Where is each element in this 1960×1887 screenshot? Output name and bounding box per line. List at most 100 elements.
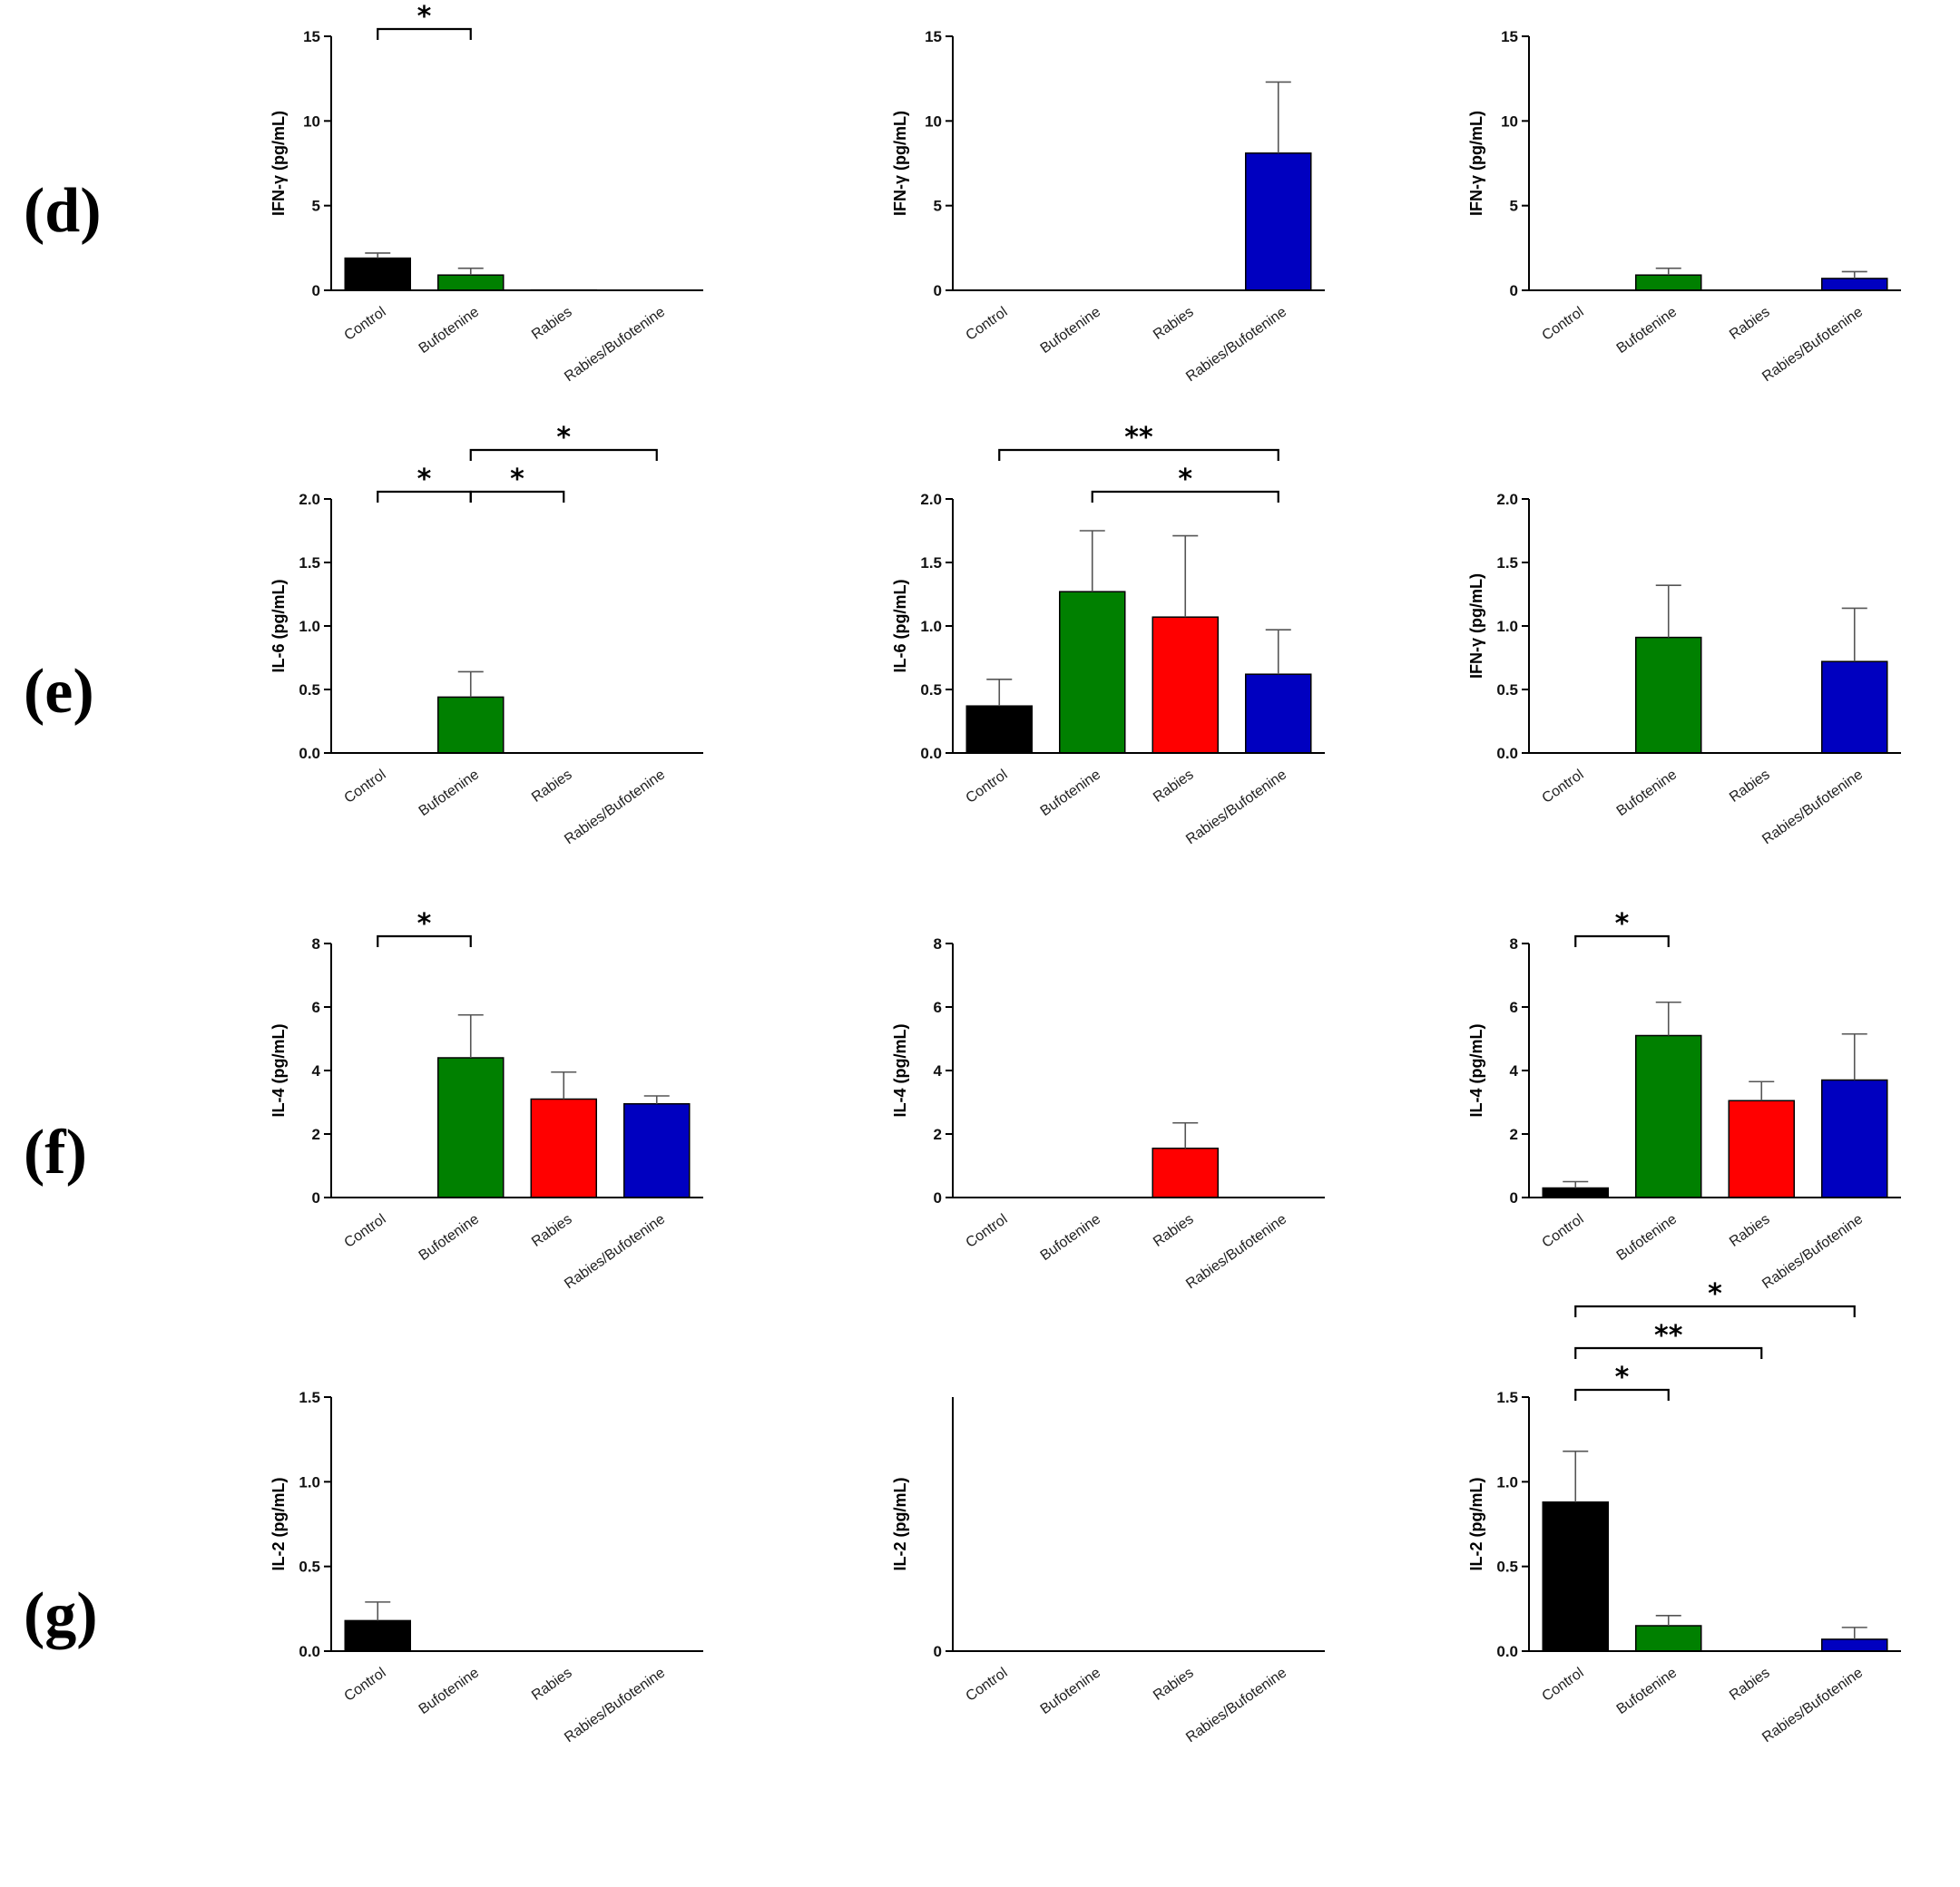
y-tick-label: 0 — [934, 1189, 942, 1207]
y-axis-title: IL-2 (pg/mL) — [1467, 1478, 1485, 1571]
bar-control — [1543, 1502, 1608, 1651]
y-tick-label: 1.0 — [1496, 618, 1518, 635]
category-label: Rabies/Bufotenine — [1183, 1211, 1289, 1292]
y-tick-label: 0 — [1510, 282, 1518, 299]
y-tick-label: 15 — [1501, 28, 1518, 45]
category-label: Rabies — [529, 304, 575, 342]
y-tick-label: 4 — [1510, 1062, 1519, 1080]
bar-bufotenine — [1636, 638, 1701, 753]
bar-bufotenine — [438, 697, 504, 753]
category-label: Control — [1540, 304, 1587, 344]
y-tick-label: 1.5 — [1496, 554, 1518, 572]
category-label: Rabies — [1727, 1665, 1773, 1703]
bar-control — [966, 706, 1032, 753]
category-label: Bufotenine — [416, 1665, 483, 1717]
significance-label: ** — [1654, 1320, 1683, 1352]
y-tick-label: 8 — [1510, 935, 1518, 953]
category-label: Rabies — [529, 1665, 575, 1703]
y-tick-label: 6 — [1510, 999, 1518, 1016]
y-tick-label: 10 — [303, 112, 320, 130]
bar-control — [1543, 1188, 1608, 1198]
bar-bufotenine — [1636, 1036, 1701, 1198]
y-tick-label: 0 — [934, 282, 942, 299]
y-tick-label: 1.5 — [920, 554, 942, 572]
y-tick-label: 0.5 — [1496, 1559, 1518, 1576]
bar-rabies — [1729, 1100, 1794, 1198]
chart-panel-r4-c2: 0 IL-2 (pg/mL) Control Bufotenine RabiesRabi… — [826, 1361, 1370, 1887]
category-label: Rabies/Bufotenine — [1759, 1665, 1866, 1745]
y-axis-title: IFN-γ (pg/mL) — [1467, 573, 1485, 679]
y-tick-label: 0.0 — [1496, 745, 1518, 762]
y-tick-label: 8 — [934, 935, 942, 953]
category-label: Control — [342, 1211, 389, 1251]
y-tick-label: 2 — [934, 1126, 942, 1143]
significance-label: * — [1708, 1278, 1722, 1310]
y-tick-label: 0 — [312, 282, 320, 299]
category-label: Control — [964, 304, 1011, 344]
bar-rabies-bufotenine — [1822, 1639, 1887, 1651]
y-axis-title: IL-2 (pg/mL) — [270, 1478, 288, 1571]
category-label: Bufotenine — [1038, 304, 1104, 357]
category-label: Rabies/Bufotenine — [1183, 304, 1289, 385]
category-label: Control — [1540, 767, 1587, 807]
y-tick-label: 0 — [934, 1643, 942, 1660]
y-tick-label: 1.0 — [299, 1473, 320, 1491]
significance-label: * — [510, 464, 524, 495]
y-tick-label: 5 — [934, 198, 942, 215]
category-label: Rabies/Bufotenine — [562, 767, 668, 847]
category-label: Bufotenine — [416, 1211, 483, 1264]
bar-control — [345, 259, 410, 290]
y-axis-title: IL-2 (pg/mL) — [891, 1478, 909, 1571]
y-tick-label: 10 — [1501, 112, 1518, 130]
category-label: Bufotenine — [1614, 304, 1681, 357]
category-label: Rabies — [529, 767, 575, 805]
category-label: Rabies — [1151, 304, 1197, 342]
category-label: Control — [1540, 1211, 1587, 1251]
category-label: Rabies — [1151, 1665, 1197, 1703]
y-axis-title: IL-6 (pg/mL) — [891, 580, 909, 673]
bar-rabies-bufotenine — [624, 1104, 690, 1198]
y-tick-label: 2 — [312, 1126, 320, 1143]
category-label: Bufotenine — [1038, 1211, 1104, 1264]
bar-bufotenine — [1060, 592, 1125, 753]
category-label: Bufotenine — [1038, 1665, 1104, 1717]
y-tick-label: 0.5 — [920, 681, 942, 699]
significance-label: * — [1178, 464, 1192, 495]
y-tick-label: 6 — [934, 999, 942, 1016]
category-label: Rabies — [1151, 767, 1197, 805]
y-tick-label: 0.5 — [1496, 681, 1518, 699]
category-label: Rabies — [1727, 304, 1773, 342]
row-label-e: (e) — [24, 660, 142, 724]
y-tick-label: 15 — [925, 28, 942, 45]
bar-control — [345, 1620, 410, 1651]
bar-rabies — [531, 1100, 596, 1198]
category-label: Rabies/Bufotenine — [1183, 1665, 1289, 1745]
y-tick-label: 0.5 — [299, 681, 320, 699]
y-tick-label: 1.0 — [1496, 1473, 1518, 1491]
y-tick-label: 10 — [925, 112, 942, 130]
significance-label: * — [417, 464, 432, 495]
y-tick-label: 0 — [1510, 1189, 1518, 1207]
category-label: Rabies/Bufotenine — [1759, 1211, 1866, 1292]
category-label: Control — [964, 1665, 1011, 1705]
bar-rabies-bufotenine — [1822, 661, 1887, 753]
y-tick-label: 2 — [1510, 1126, 1518, 1143]
bar-rabies-bufotenine — [1246, 674, 1311, 753]
y-tick-label: 2.0 — [1496, 491, 1518, 508]
category-label: Rabies/Bufotenine — [1759, 767, 1866, 847]
category-label: Bufotenine — [416, 767, 483, 819]
y-tick-label: 6 — [312, 999, 320, 1016]
bar-rabies — [1152, 617, 1218, 753]
row-label-f: (f) — [24, 1121, 142, 1185]
y-tick-label: 15 — [303, 28, 320, 45]
y-tick-label: 0.0 — [1496, 1643, 1518, 1660]
category-label: Rabies/Bufotenine — [1183, 767, 1289, 847]
category-label: Rabies/Bufotenine — [1759, 304, 1866, 385]
y-axis-title: IL-4 (pg/mL) — [1467, 1024, 1485, 1118]
